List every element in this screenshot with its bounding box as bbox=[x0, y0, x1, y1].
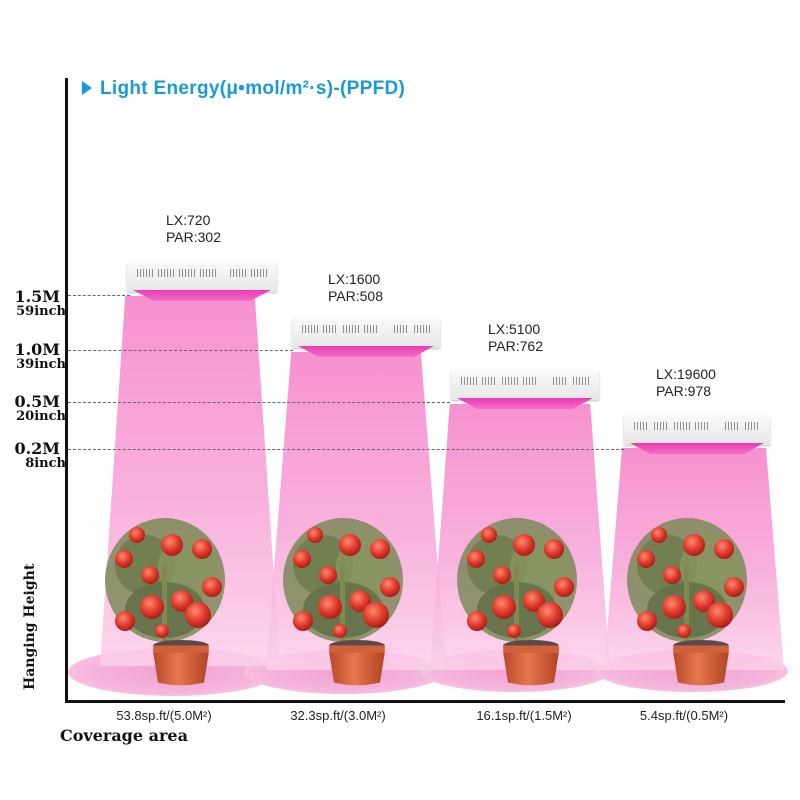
coverage-label-1: 53.8sp.ft/(5.0M²) bbox=[116, 708, 212, 723]
grow-light-lamp-4 bbox=[624, 415, 770, 454]
tomato-plant-2 bbox=[283, 518, 403, 650]
flower-pot-3 bbox=[503, 640, 559, 686]
lamp-readout-4: LX:19600 PAR:978 bbox=[656, 366, 716, 400]
lx-value: LX:5100 bbox=[488, 321, 541, 337]
lx-value: LX:19600 bbox=[656, 366, 716, 382]
lamp-vents bbox=[302, 325, 431, 333]
lx-value: LX:720 bbox=[166, 212, 211, 228]
flower-pot-2 bbox=[329, 640, 385, 686]
height-guide-0.5m bbox=[68, 402, 450, 403]
par-value: PAR:762 bbox=[488, 338, 543, 354]
par-value: PAR:302 bbox=[166, 229, 221, 245]
height-label-0.2m: 0.2M 8inch bbox=[14, 439, 66, 471]
height-label-1.0m: 1.0M 39inch bbox=[14, 340, 66, 372]
par-value: PAR:978 bbox=[656, 383, 711, 399]
tomato-plant-3 bbox=[457, 518, 577, 650]
chart-title-text: Light Energy(μ•mol/m²·s)-(PPFD) bbox=[100, 78, 406, 99]
tomato-plant-1 bbox=[105, 518, 225, 650]
lamp-readout-3: LX:5100 PAR:762 bbox=[488, 321, 543, 355]
lx-value: LX:1600 bbox=[328, 271, 381, 287]
led-panel-glow bbox=[298, 346, 434, 357]
flower-pot-1 bbox=[153, 640, 209, 686]
grow-light-lamp-2 bbox=[292, 318, 440, 357]
x-axis-title: Coverage area bbox=[60, 726, 188, 745]
coverage-label-3: 16.1sp.ft/(1.5M²) bbox=[476, 708, 572, 723]
lamp-vents bbox=[634, 422, 760, 430]
tomato-plant-4 bbox=[627, 518, 747, 650]
height-guide-0.2m bbox=[68, 449, 624, 450]
coverage-label-2: 32.3sp.ft/(3.0M²) bbox=[290, 708, 386, 723]
height-label-1.5m: 1.5M 59inch bbox=[14, 287, 66, 319]
x-axis-line bbox=[65, 700, 785, 703]
y-axis-line bbox=[65, 78, 68, 703]
coverage-label-4: 5.4sp.ft/(0.5M²) bbox=[639, 708, 729, 723]
par-value: PAR:508 bbox=[328, 288, 383, 304]
height-guide-1.5m bbox=[68, 295, 130, 296]
grow-light-lamp-3 bbox=[451, 370, 599, 409]
grow-light-lamp-1 bbox=[127, 262, 277, 301]
led-panel-glow bbox=[133, 290, 271, 301]
lamp-readout-1: LX:720 PAR:302 bbox=[166, 212, 221, 246]
height-label-0.5m: 0.5M 20inch bbox=[14, 392, 66, 424]
height-guide-1.0m bbox=[68, 350, 293, 351]
flower-pot-4 bbox=[673, 640, 729, 686]
led-panel-glow bbox=[457, 398, 593, 409]
chart-title: Light Energy(μ•mol/m²·s)-(PPFD) bbox=[82, 78, 405, 100]
lamp-readout-2: LX:1600 PAR:508 bbox=[328, 271, 383, 305]
lamp-vents bbox=[461, 377, 590, 385]
y-axis-title: Hanging Height bbox=[22, 563, 38, 690]
lamp-vents bbox=[137, 269, 268, 277]
led-panel-glow bbox=[630, 443, 764, 454]
play-triangle-icon bbox=[82, 81, 92, 95]
